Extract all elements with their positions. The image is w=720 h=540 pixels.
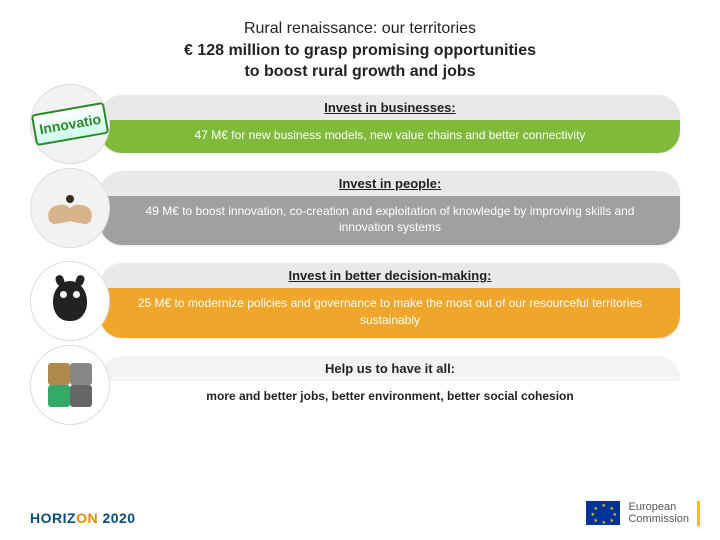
row-body: 49 M€ to boost innovation, co-creation a… <box>100 196 680 245</box>
row-title: Invest in businesses: <box>100 95 680 120</box>
horizon-text-3: 2020 <box>98 510 136 526</box>
row-body: 25 M€ to modernize policies and governan… <box>100 288 680 337</box>
row-people: Invest in people: 49 M€ to boost innovat… <box>30 171 680 245</box>
title-line-2: € 128 million to grasp promising opportu… <box>60 40 660 62</box>
ec-text: European Commission <box>628 501 700 526</box>
row-body: 47 M€ for new business models, new value… <box>100 120 680 153</box>
pill-summary: Help us to have it all: more and better … <box>100 356 680 414</box>
pill-decision: Invest in better decision-making: 25 M€ … <box>100 263 680 337</box>
puzzle-icon <box>30 345 110 425</box>
row-title: Help us to have it all: <box>100 356 680 381</box>
innovation-icon: Innovatio <box>30 84 110 164</box>
bug-character-icon <box>30 261 110 341</box>
horizon-text-2: ON <box>76 510 98 526</box>
eu-flag-icon: ★ ★ ★ ★ ★ ★ ★ ★ <box>586 501 620 525</box>
pill-people: Invest in people: 49 M€ to boost innovat… <box>100 171 680 245</box>
horizon-2020-logo: HORIZON 2020 <box>30 510 136 526</box>
pill-businesses: Invest in businesses: 47 M€ for new busi… <box>100 95 680 153</box>
title-line-1: Rural renaissance: our territories <box>60 18 660 40</box>
row-businesses: Innovatio Invest in businesses: 47 M€ fo… <box>30 95 680 153</box>
content-rows: Innovatio Invest in businesses: 47 M€ fo… <box>0 95 720 414</box>
ec-line-1: European <box>628 501 689 514</box>
row-title: Invest in better decision-making: <box>100 263 680 288</box>
slide-title: Rural renaissance: our territories € 128… <box>0 0 720 95</box>
horizon-text-1: HORIZ <box>30 510 76 526</box>
row-decision: Invest in better decision-making: 25 M€ … <box>30 263 680 337</box>
slide-footer: HORIZON 2020 ★ ★ ★ ★ ★ ★ ★ ★ European Co… <box>0 484 720 532</box>
hands-seedling-icon <box>30 168 110 248</box>
row-title: Invest in people: <box>100 171 680 196</box>
title-line-3: to boost rural growth and jobs <box>60 61 660 83</box>
row-body: more and better jobs, better environment… <box>100 381 680 414</box>
european-commission-logo: ★ ★ ★ ★ ★ ★ ★ ★ European Commission <box>586 501 700 526</box>
ec-line-2: Commission <box>628 513 689 526</box>
row-summary: Help us to have it all: more and better … <box>30 356 680 414</box>
